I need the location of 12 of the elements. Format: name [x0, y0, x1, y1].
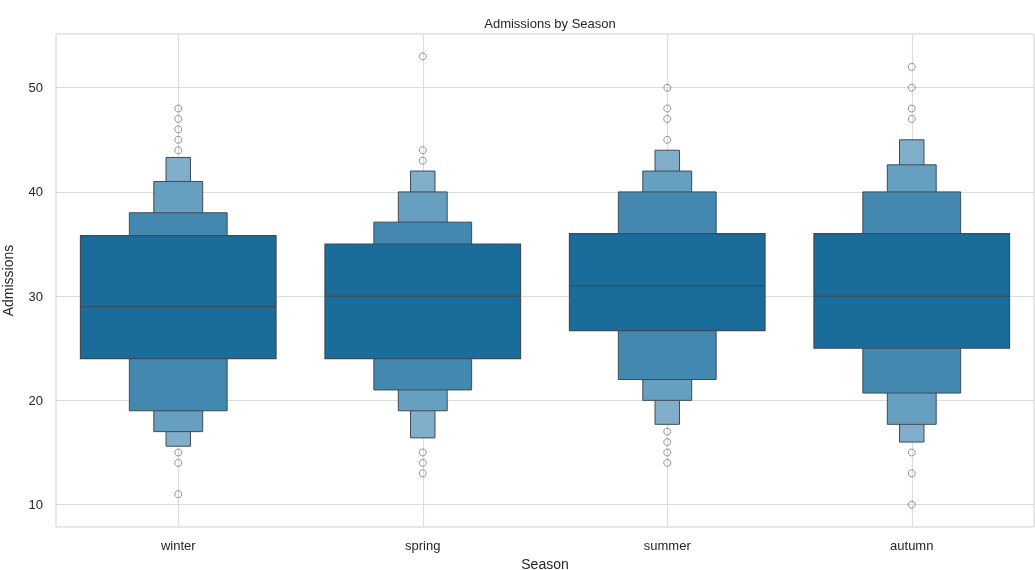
x-axis-title: Season	[521, 556, 569, 570]
x-tick-label: summer	[643, 538, 692, 553]
x-tick-label: spring	[405, 538, 441, 553]
x-tick-label: winter	[159, 538, 197, 553]
y-tick-label: 20	[28, 392, 43, 408]
y-axis-title: Admissions	[0, 244, 16, 317]
y-tick-label: 40	[28, 184, 43, 200]
x-tick-label: autumn	[890, 538, 934, 553]
y-tick-label: 30	[28, 288, 43, 304]
y-tick-label: 50	[28, 80, 43, 96]
y-tick-label: 10	[28, 497, 43, 513]
chart-title: Admissions by Season	[484, 16, 616, 31]
